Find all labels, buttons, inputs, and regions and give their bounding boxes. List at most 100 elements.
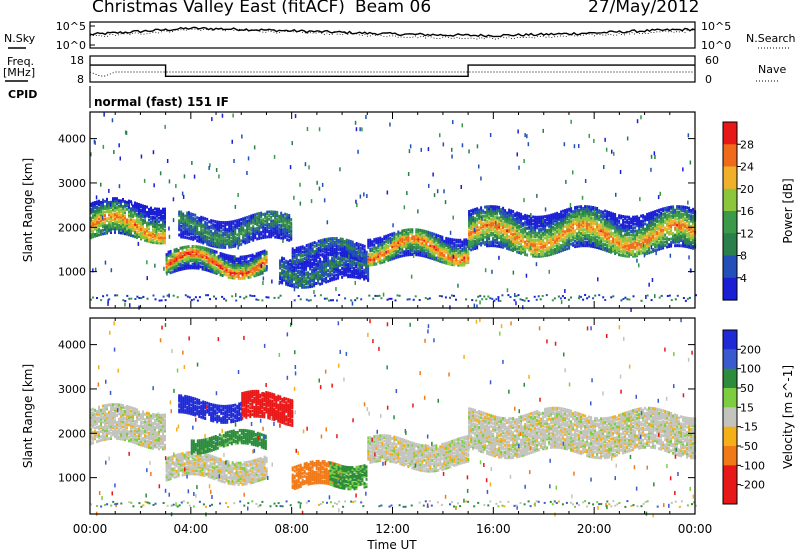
data-cell (580, 244, 583, 248)
data-cell (375, 248, 378, 252)
data-cell (280, 231, 283, 235)
data-cell (132, 209, 134, 213)
data-cell (220, 235, 223, 239)
data-cell (427, 237, 430, 241)
data-cell (241, 276, 244, 280)
data-cell (262, 227, 265, 231)
data-cell (309, 262, 312, 266)
data-cell (373, 250, 376, 254)
data-cell (576, 241, 579, 245)
data-cell (253, 274, 256, 278)
data-cell (178, 224, 181, 228)
data-cell (550, 217, 553, 221)
data-cell (255, 266, 258, 270)
data-cell (217, 263, 220, 267)
data-cell (148, 218, 150, 222)
data-cell (550, 227, 553, 231)
data-cell (317, 267, 320, 271)
data-cell (439, 256, 442, 260)
data-cell (189, 250, 192, 254)
data-cell (218, 235, 221, 238)
data-cell (486, 231, 489, 235)
data-cell (570, 233, 573, 237)
data-cell (626, 231, 629, 235)
data-cell (167, 250, 170, 254)
data-cell (240, 232, 243, 236)
data-cell (482, 230, 485, 234)
data-cell (154, 216, 156, 220)
data-cell (309, 265, 312, 269)
data-cell (281, 279, 284, 283)
data-cell (526, 253, 529, 257)
data-cell (568, 223, 571, 227)
data-cell (246, 224, 249, 228)
data-cell (459, 253, 462, 256)
data-cell (449, 257, 452, 261)
data-cell (201, 262, 204, 266)
data-cell (323, 272, 326, 276)
data-cell (403, 232, 406, 236)
data-cell (574, 209, 577, 213)
data-cell (335, 246, 338, 249)
data-cell (96, 211, 98, 214)
data-cell (235, 269, 238, 273)
data-cell (558, 243, 561, 247)
data-cell (229, 267, 232, 271)
data-cell (530, 234, 533, 238)
data-cell (492, 224, 495, 228)
data-cell (175, 265, 178, 269)
data-cell (399, 244, 402, 248)
data-cell (187, 264, 190, 268)
data-cell (331, 242, 334, 246)
data-cell (230, 220, 233, 224)
data-cell (472, 224, 475, 228)
data-cell (138, 213, 140, 217)
data-cell (614, 241, 617, 245)
data-cell (628, 254, 631, 258)
data-cell (612, 237, 615, 241)
data-cell (508, 210, 511, 214)
data-cell (516, 214, 519, 218)
data-cell (496, 216, 499, 220)
data-cell (508, 217, 511, 221)
data-cell (148, 231, 150, 234)
data-cell (136, 227, 138, 231)
data-cell (193, 262, 196, 266)
data-cell (317, 279, 320, 283)
data-cell (431, 249, 434, 253)
data-cell (249, 273, 252, 277)
data-cell (323, 261, 326, 265)
data-cell (405, 242, 408, 246)
data-cell (478, 213, 481, 217)
data-cell (106, 227, 108, 231)
data-cell (618, 242, 621, 246)
data-cell (313, 282, 316, 286)
data-cell (566, 229, 569, 233)
data-cell (612, 217, 615, 221)
data-cell (632, 221, 635, 224)
data-cell (180, 219, 183, 223)
data-cell (435, 237, 438, 241)
data-cell (256, 216, 259, 220)
data-cell (425, 239, 428, 243)
data-cell (197, 250, 200, 254)
data-cell (512, 229, 515, 233)
data-cell (468, 234, 471, 238)
data-cell (574, 245, 577, 249)
data-cell (580, 214, 583, 218)
data-cell (214, 223, 217, 227)
data-cell (449, 246, 452, 250)
data-cell (582, 222, 585, 226)
data-cell (459, 261, 462, 265)
data-cell (630, 245, 633, 249)
data-cell (506, 215, 509, 218)
data-cell (207, 253, 210, 257)
data-cell (520, 242, 523, 246)
data-cell (234, 232, 237, 236)
data-cell (278, 230, 281, 234)
data-cell (339, 237, 342, 241)
data-cell (120, 226, 122, 230)
data-cell (283, 278, 286, 282)
data-cell (586, 207, 589, 210)
data-cell (293, 265, 296, 269)
